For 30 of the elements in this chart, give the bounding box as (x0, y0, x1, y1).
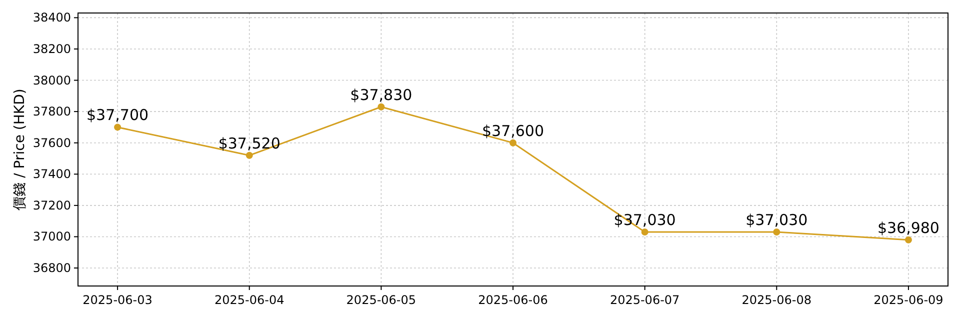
x-tick-label: 2025-06-04 (214, 293, 284, 307)
x-tick-label: 2025-06-07 (610, 293, 680, 307)
point (641, 228, 648, 236)
data-label: $36,980 (877, 218, 940, 237)
y-tick-label: 37600 (32, 136, 71, 150)
y-tick-label: 37800 (32, 104, 71, 119)
y-tick-label: 36800 (32, 261, 71, 276)
x-tick-label: 2025-06-08 (742, 293, 812, 307)
y-tick-label: 37000 (32, 230, 71, 244)
x-tick-label: 2025-06-06 (478, 293, 548, 307)
point (510, 139, 516, 146)
y-tick-label: 38200 (32, 42, 71, 56)
x-tick-label: 2025-06-05 (346, 293, 416, 307)
data-label: $37,520 (218, 134, 280, 152)
data-label: $37,030 (746, 211, 808, 230)
x-tick-label: 2025-06-09 (874, 293, 944, 307)
y-tick-label: 37400 (32, 167, 71, 182)
point (246, 152, 253, 159)
point (114, 124, 122, 131)
data-label: $37,700 (86, 106, 149, 124)
x-tick-label: 2025-06-03 (82, 293, 152, 307)
data-label: $37,830 (350, 86, 412, 104)
point (773, 228, 780, 236)
y-tick-label: 38000 (32, 73, 71, 88)
y-tick-label: 38400 (32, 10, 71, 25)
y-tick-label: 37200 (32, 198, 71, 212)
data-label: $37,600 (482, 122, 544, 140)
point (378, 103, 385, 110)
point (904, 236, 912, 244)
y-axis-title: 價錢 / Price (HKD) (12, 88, 28, 210)
